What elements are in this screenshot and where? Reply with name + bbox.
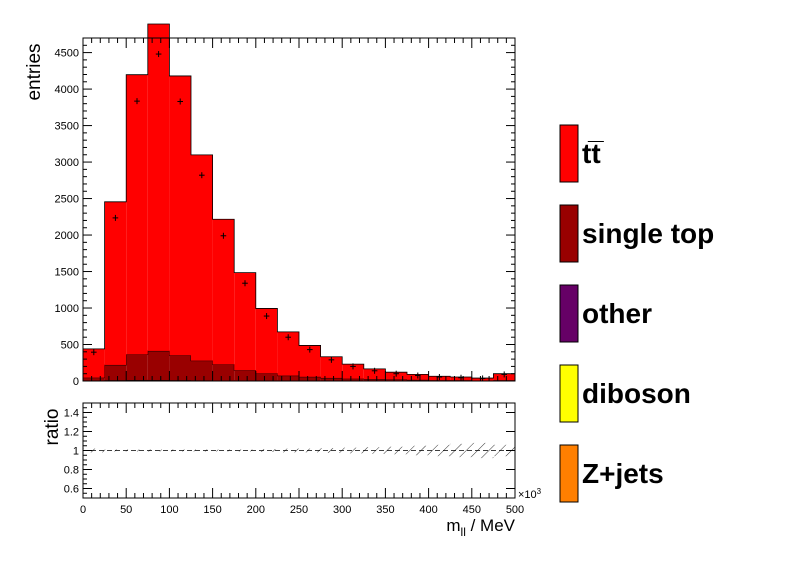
legend-label-zjets: Z+jets (582, 458, 664, 489)
x-tick-label-2: 100 (160, 504, 178, 516)
x-axis-label: mll / MeV (446, 516, 515, 539)
bar-tt-9 (277, 331, 299, 376)
legend-label-tt: tt̅ (582, 138, 604, 169)
x-tick-label-10: 500 (506, 504, 524, 516)
y-tick-label-3: 1500 (55, 267, 79, 279)
bar-tt-13 (363, 368, 386, 380)
legend-label-diboson: diboson (582, 378, 691, 409)
series-outline-tt (82, 23, 516, 381)
x-axis-exponent: ×103 (518, 487, 542, 501)
y-tick-label-5: 2500 (55, 194, 79, 206)
bar-singletop-13 (363, 379, 386, 381)
bar-singletop-0 (83, 377, 105, 381)
y-tick-label-8: 4000 (55, 84, 79, 96)
bar-tt-3 (147, 23, 170, 351)
ratio-uncertainty-12 (342, 447, 364, 454)
bar-tt-12 (342, 364, 364, 379)
legend-swatch-diboson (559, 364, 579, 423)
bar-tt-10 (299, 345, 321, 377)
main-panel: 0 500 1000 1500 2000 2500 3000 3500 4000 4500 (55, 23, 516, 388)
bar-singletop-1 (104, 364, 127, 381)
bar-singletop-15 (407, 379, 429, 381)
bar-tt-5 (191, 154, 213, 361)
y-tick-label-6: 3000 (55, 157, 79, 169)
x-axis-label-sub: ll (461, 525, 466, 539)
ratio-uncertainty-18 (471, 442, 494, 459)
x-axis-label-var: m (446, 516, 460, 535)
bar-singletop-7 (234, 370, 256, 381)
bar-tt-4 (169, 75, 191, 356)
bar-tt-7 (234, 272, 256, 371)
bar-singletop-8 (255, 373, 278, 381)
x-tick-label-7: 350 (376, 504, 394, 516)
ratio-y-tick-label-2: 1 (73, 446, 79, 458)
ratio-uncertainty-2 (126, 449, 148, 452)
x-axis-label-unit: / MeV (466, 516, 516, 535)
legend-label-singletop: single top (582, 218, 714, 249)
bar-singletop-6 (212, 364, 235, 381)
bar-singletop-10 (299, 376, 321, 381)
bar-tt-11 (320, 356, 343, 378)
bar-tt-6 (212, 219, 235, 365)
ratio-uncertainty-8 (255, 449, 278, 452)
y-tick-label-7: 3500 (55, 121, 79, 133)
ratio-y-tick-label-3: 1.2 (64, 427, 79, 439)
ratio-panel: 0.6 0.8 1 1.2 1.4 0 50 100 150 200 250 300 350 400 450… (64, 402, 524, 516)
x-tick-label-9: 450 (463, 504, 481, 516)
bar-singletop-3 (147, 350, 170, 381)
y-tick-label-9: 4500 (55, 48, 79, 60)
ratio-y-tick-label-0: 0.6 (64, 484, 79, 496)
x-tick-label-8: 400 (419, 504, 437, 516)
legend-swatch-other (559, 284, 579, 343)
y-tick-label-0: 0 (73, 376, 79, 388)
y-tick-label-1: 500 (61, 340, 79, 352)
bar-tt-0 (83, 348, 105, 378)
legend-swatch-singletop (559, 204, 579, 263)
bar-tt-2 (126, 74, 148, 355)
bar-singletop-9 (277, 375, 299, 381)
ratio-y-tick-label-1: 0.8 (64, 465, 79, 477)
ratio-axis-label: ratio (42, 409, 63, 446)
legend-swatch-tt (559, 124, 579, 183)
x-axis-exponent-power: 3 (537, 487, 542, 496)
ratio-uncertainty-19 (493, 444, 515, 457)
bar-singletop-11 (320, 377, 343, 381)
legend: tt̅ single top other diboson Z+jets (559, 124, 714, 503)
ratio-uncertainty-9 (277, 448, 299, 453)
bar-singletop-2 (126, 354, 148, 381)
x-tick-label-3: 150 (203, 504, 221, 516)
x-tick-label-5: 250 (290, 504, 308, 516)
legend-label-other: other (582, 298, 652, 329)
y-tick-label-2: 1000 (55, 303, 79, 315)
bar-tt-1 (104, 201, 127, 365)
y-axis-label: entries (24, 43, 45, 100)
ratio-uncertainty-5 (191, 449, 213, 452)
x-tick-label-6: 300 (333, 504, 351, 516)
x-axis-exponent-base: ×10 (518, 489, 537, 501)
bar-singletop-12 (342, 378, 364, 381)
ratio-y-tick-label-4: 1.4 (64, 408, 79, 420)
x-tick-label-1: 50 (120, 504, 132, 516)
legend-swatch-zjets (559, 444, 579, 503)
bar-singletop-4 (169, 355, 191, 381)
bar-tt-8 (255, 308, 278, 374)
bar-singletop-14 (385, 379, 407, 381)
x-tick-label-4: 200 (247, 504, 265, 516)
ratio-uncertainty-15 (407, 445, 429, 456)
y-tick-label-4: 2000 (55, 230, 79, 242)
x-tick-label-0: 0 (80, 504, 86, 516)
bar-singletop-5 (191, 360, 213, 381)
